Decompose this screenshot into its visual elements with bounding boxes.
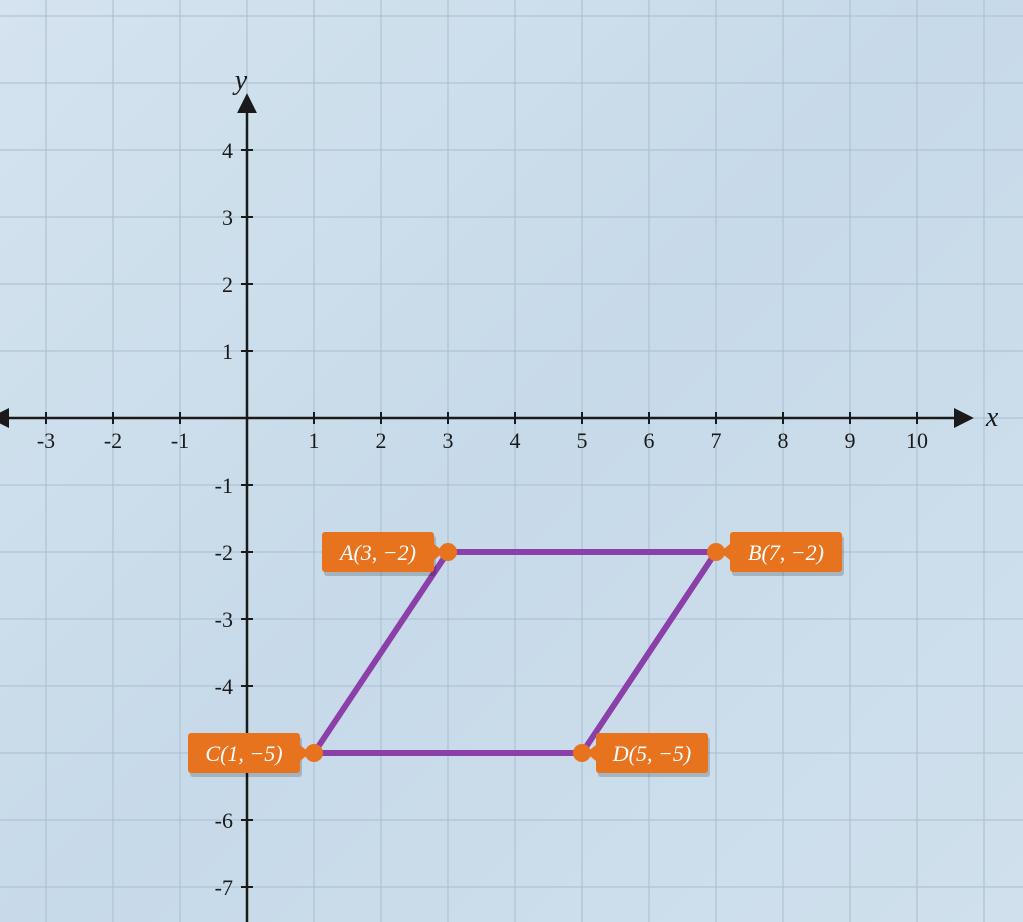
y-tick-label: -2 — [215, 540, 233, 565]
x-tick-label: 10 — [906, 428, 928, 453]
x-tick-label: 1 — [309, 428, 320, 453]
point-label-text: A(3, −2) — [338, 540, 416, 565]
y-tick-label: 4 — [222, 138, 233, 163]
x-tick-label: 3 — [443, 428, 454, 453]
y-tick-label: -6 — [215, 808, 233, 833]
point-label-text: B(7, −2) — [748, 540, 824, 565]
y-tick-label: 3 — [222, 205, 233, 230]
x-tick-label: 2 — [376, 428, 387, 453]
x-tick-label: 9 — [845, 428, 856, 453]
point-label-text: C(1, −5) — [205, 741, 282, 766]
x-tick-label: 4 — [510, 428, 521, 453]
x-tick-label: 6 — [644, 428, 655, 453]
x-tick-label: -1 — [171, 428, 189, 453]
y-axis-label: y — [232, 65, 248, 96]
point-D — [573, 744, 591, 762]
coordinate-plane: -3-2-112345678910-8-7-6-5-4-3-2-11234xyA… — [0, 0, 1023, 922]
x-tick-label: 8 — [778, 428, 789, 453]
y-tick-label: -1 — [215, 473, 233, 498]
y-tick-label: -4 — [215, 674, 233, 699]
x-axis-label: x — [985, 402, 999, 433]
point-label-text: D(5, −5) — [612, 741, 691, 766]
point-B — [707, 543, 725, 561]
point-C — [305, 744, 323, 762]
x-tick-label: -2 — [104, 428, 122, 453]
point-A — [439, 543, 457, 561]
x-tick-label: -3 — [37, 428, 55, 453]
y-tick-label: 2 — [222, 272, 233, 297]
y-tick-label: 1 — [222, 339, 233, 364]
x-tick-label: 7 — [711, 428, 722, 453]
y-tick-label: -3 — [215, 607, 233, 632]
y-tick-label: -7 — [215, 875, 233, 900]
x-tick-label: 5 — [577, 428, 588, 453]
